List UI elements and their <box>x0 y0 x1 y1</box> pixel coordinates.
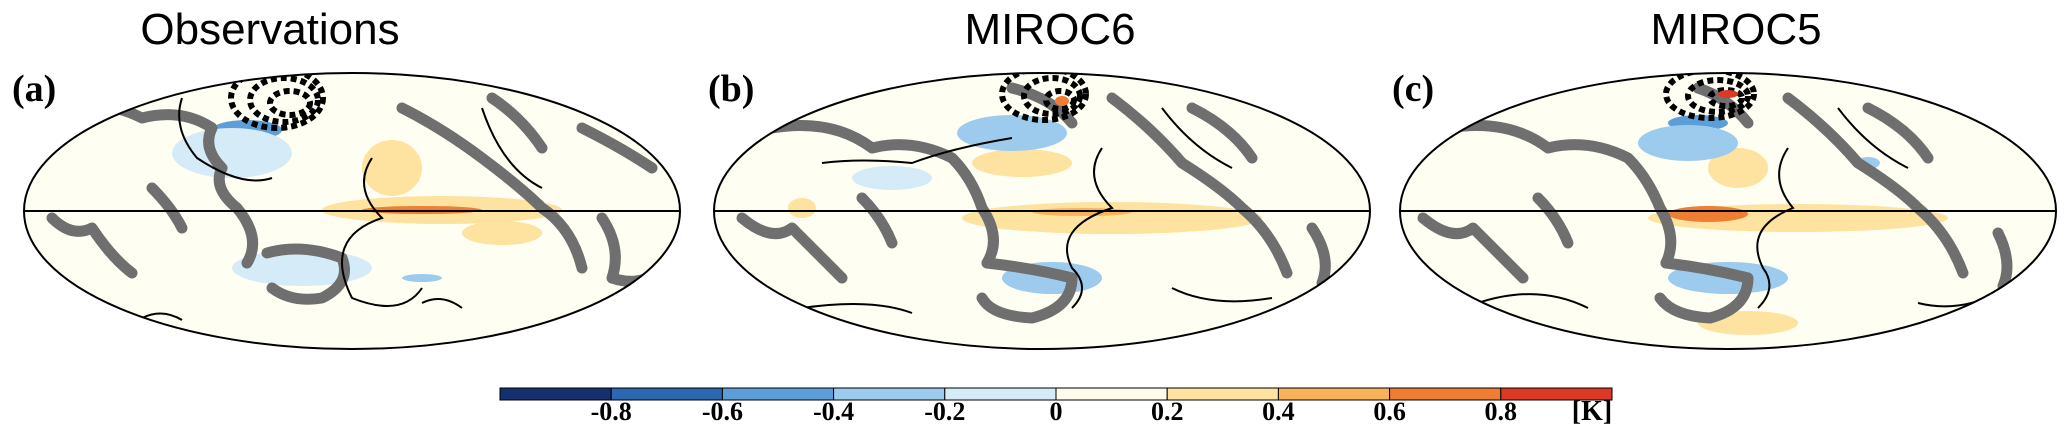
anomaly-cool-north <box>1638 125 1738 161</box>
regression-contours <box>1663 73 1757 121</box>
colorbar-tick-label: -0.4 <box>813 397 854 426</box>
anomaly-warm-north-pacific <box>972 149 1072 177</box>
colorbar-tick-label: 0.2 <box>1151 397 1184 426</box>
map-frame <box>1399 72 2057 350</box>
anomaly-cool-south-2 <box>402 274 442 282</box>
map-panel-a <box>23 72 681 350</box>
panel-b-title: MIROC6 <box>964 5 1136 54</box>
panel-c-title: MIROC5 <box>1650 5 1822 54</box>
colorbar-tick-label: 0.6 <box>1373 397 1406 426</box>
panel-c-label: (c) <box>1392 68 1435 110</box>
colorbar-tick-label: 0.4 <box>1262 397 1295 426</box>
anomaly-cool-west <box>172 128 292 178</box>
colorbar-tick-label: 0.8 <box>1485 397 1518 426</box>
anomaly-warm-kuroshio-ext <box>1055 96 1069 106</box>
colorbar-tick-label: -0.6 <box>702 397 743 426</box>
colorbar-tick-label: -0.8 <box>591 397 632 426</box>
anomaly-warm-north-pacific <box>362 140 422 196</box>
anomaly-cool-west <box>852 166 932 190</box>
anomaly-cool-north <box>957 115 1067 151</box>
colorbar-swatch <box>1500 387 1613 401</box>
anomaly-warm-north <box>1708 148 1768 188</box>
colorbar-tick-label: -0.2 <box>924 397 965 426</box>
colorbar-swatches <box>499 387 1613 401</box>
colorbar-tick-label: 0 <box>1050 397 1063 426</box>
map-frame <box>23 72 681 350</box>
colorbar-tick-labels: -0.8 -0.6 -0.4 -0.2 0 0.2 0.4 0.6 0.8 <box>591 397 1517 426</box>
zero-contours <box>801 107 1273 314</box>
colorbar-unit: [K] <box>1572 396 1612 427</box>
panel-b-label: (b) <box>708 68 755 110</box>
regression-contours <box>228 73 326 131</box>
panel-a-title: Observations <box>140 5 400 54</box>
regression-contours <box>999 73 1089 123</box>
map-panel-b <box>713 72 1371 350</box>
panel-a-label: (a) <box>12 68 57 110</box>
anomaly-warm-east <box>462 221 542 245</box>
anomaly-warm-kuroshio-ext <box>1718 90 1738 98</box>
map-panel-c <box>1399 72 2057 350</box>
anomaly-warm-west <box>788 198 816 218</box>
map-frame <box>713 72 1371 350</box>
